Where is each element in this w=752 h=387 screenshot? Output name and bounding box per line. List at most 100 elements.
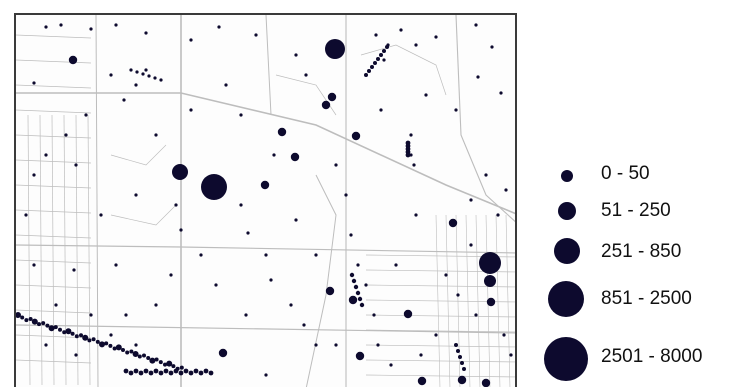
point-small: [134, 193, 138, 197]
legend-item-1: 0 - 50: [540, 160, 750, 200]
point-cluster: [143, 368, 149, 374]
street-east-vertical: [465, 214, 471, 387]
point-cluster: [87, 338, 92, 343]
point-small: [394, 263, 398, 267]
point-small: [189, 108, 193, 112]
legend-circle-icon: [558, 202, 576, 220]
point-cluster: [349, 272, 355, 278]
point-cluster: [153, 368, 159, 374]
street-east-vertical: [435, 214, 441, 387]
point-cluster: [168, 370, 174, 376]
point-small: [456, 293, 460, 297]
point-small: [502, 333, 506, 337]
point-small: [414, 43, 418, 47]
legend-label: 2501 - 8000: [601, 346, 703, 367]
point-small: [434, 35, 438, 39]
point-cluster: [158, 370, 164, 376]
point-small: [44, 153, 48, 157]
point-cluster: [82, 334, 89, 341]
point-small: [134, 83, 138, 87]
point-cluster: [153, 76, 157, 80]
legend-label: 251 - 850: [601, 241, 682, 262]
road-network: [16, 15, 515, 387]
point-cluster: [135, 70, 139, 74]
street-east: [365, 374, 515, 378]
point-small: [74, 163, 78, 167]
point-cluster: [128, 370, 134, 376]
point-largest: [201, 174, 227, 200]
point-cluster: [62, 330, 67, 335]
point-cluster: [91, 337, 96, 342]
point-medium: [325, 286, 335, 296]
point-small: [409, 133, 413, 137]
legend-item-4: 851 - 2500: [540, 278, 750, 318]
point-cluster: [48, 325, 55, 332]
point-small: [356, 263, 360, 267]
point-cluster: [133, 368, 139, 374]
point-medium: [218, 348, 228, 358]
point-small: [379, 108, 383, 112]
street-west-vertical: [27, 114, 31, 386]
street-west: [16, 209, 92, 214]
point-medium: [355, 351, 365, 361]
point-cluster: [147, 74, 151, 78]
point-small: [474, 313, 478, 317]
point-cluster: [376, 57, 380, 61]
road-north-stub: [265, 15, 272, 116]
point-medium: [260, 180, 270, 190]
point-medium: [403, 309, 413, 319]
street-west: [16, 184, 92, 189]
legend-item-5: 2501 - 8000: [540, 335, 750, 381]
point-cluster: [183, 368, 189, 374]
street-west-vertical: [51, 114, 55, 386]
point-small: [124, 313, 128, 317]
point-medium: [321, 100, 331, 110]
point-small: [304, 73, 308, 77]
point-small: [169, 273, 173, 277]
point-cluster: [16, 312, 21, 318]
point-cluster: [125, 350, 130, 355]
point-cluster: [385, 45, 389, 49]
point-cluster: [379, 53, 383, 57]
street-east: [365, 344, 515, 348]
point-small: [122, 98, 126, 102]
point-small: [64, 133, 68, 137]
point-small: [217, 25, 221, 29]
point-cluster: [45, 323, 50, 328]
point-small: [59, 23, 63, 27]
point-cluster: [129, 68, 133, 72]
point-symbols: [16, 23, 513, 387]
point-small: [349, 233, 353, 237]
point-cluster: [460, 361, 464, 365]
point-cluster: [115, 344, 122, 351]
street-curve: [110, 204, 177, 226]
point-cluster: [65, 328, 72, 335]
point-small: [144, 68, 148, 72]
point-cluster: [456, 349, 460, 353]
point-small: [114, 263, 118, 267]
point-cluster: [79, 333, 83, 338]
street-west: [16, 59, 92, 64]
street-east: [365, 284, 515, 288]
point-small: [154, 303, 158, 307]
point-cluster: [138, 370, 144, 376]
point-small: [154, 133, 158, 137]
point-large: [325, 39, 345, 59]
point-small: [189, 38, 193, 42]
point-small: [44, 25, 48, 29]
point-cluster: [458, 355, 462, 359]
point-cluster: [37, 322, 41, 327]
point-cluster: [31, 318, 38, 325]
point-cluster: [95, 339, 100, 344]
point-small: [454, 108, 458, 112]
point-cluster: [141, 72, 145, 76]
point-cluster: [121, 347, 125, 352]
point-cluster: [357, 296, 363, 302]
street-west: [16, 159, 92, 164]
legend-item-2: 51 - 250: [540, 198, 750, 238]
point-small: [469, 243, 473, 247]
point-small: [504, 188, 508, 192]
point-small: [74, 353, 78, 357]
point-small: [89, 313, 93, 317]
